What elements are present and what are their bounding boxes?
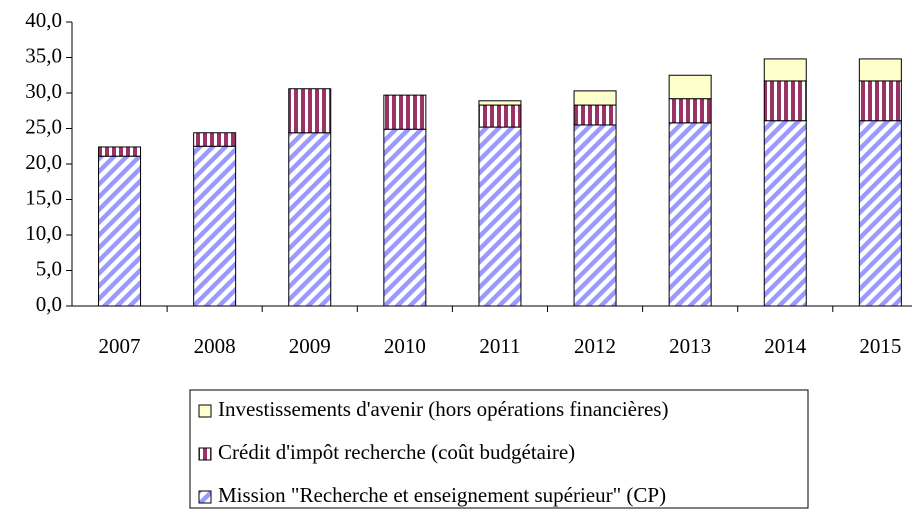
bar-segment xyxy=(288,88,332,134)
bar-segment xyxy=(668,74,712,100)
bar-segment xyxy=(763,58,807,82)
bar-segment xyxy=(383,128,427,307)
legend-label: Mission "Recherche et enseignement supér… xyxy=(218,483,666,507)
x-tick-label: 2015 xyxy=(859,334,901,358)
legend-swatch xyxy=(198,490,212,504)
y-tick-label: 10,0 xyxy=(25,221,62,245)
bar-segment xyxy=(193,132,237,147)
bar-segment xyxy=(98,155,142,307)
legend-swatch xyxy=(198,447,212,461)
x-tick-label: 2013 xyxy=(669,334,711,358)
x-tick-label: 2012 xyxy=(574,334,616,358)
bar-segment xyxy=(383,94,427,130)
legend-swatch xyxy=(198,404,212,418)
y-tick-label: 40,0 xyxy=(25,8,62,32)
bar-segment xyxy=(763,80,807,122)
y-tick-label: 25,0 xyxy=(25,114,62,138)
x-tick-label: 2011 xyxy=(479,334,520,358)
x-tick-label: 2007 xyxy=(99,334,141,358)
bar-segment xyxy=(858,120,902,307)
x-tick-label: 2008 xyxy=(194,334,236,358)
y-tick-label: 15,0 xyxy=(25,185,62,209)
bar-segment xyxy=(573,90,617,106)
bar-segment xyxy=(288,132,332,307)
bar-segment xyxy=(98,146,142,157)
bar-segment xyxy=(763,120,807,307)
bar-segment xyxy=(668,98,712,124)
bar-segment xyxy=(478,100,522,106)
bar-segment xyxy=(193,145,237,307)
bar-segment xyxy=(573,124,617,307)
y-tick-label: 35,0 xyxy=(25,43,62,67)
legend-box xyxy=(189,389,809,509)
bar-segment xyxy=(858,58,902,82)
x-tick-label: 2014 xyxy=(764,334,807,358)
bar-segment xyxy=(478,126,522,307)
y-tick-label: 5,0 xyxy=(36,256,62,280)
bar-segment xyxy=(478,104,522,128)
y-tick-label: 30,0 xyxy=(25,79,62,103)
x-tick-label: 2010 xyxy=(384,334,426,358)
legend-label: Investissements d'avenir (hors opération… xyxy=(218,397,668,421)
bar-segment xyxy=(668,122,712,307)
x-tick-label: 2009 xyxy=(289,334,331,358)
bar-segment xyxy=(858,80,902,122)
bar-segment xyxy=(573,104,617,126)
y-tick-label: 20,0 xyxy=(25,150,62,174)
legend-label: Crédit d'impôt recherche (coût budgétair… xyxy=(218,440,575,464)
y-tick-label: 0,0 xyxy=(36,292,62,316)
